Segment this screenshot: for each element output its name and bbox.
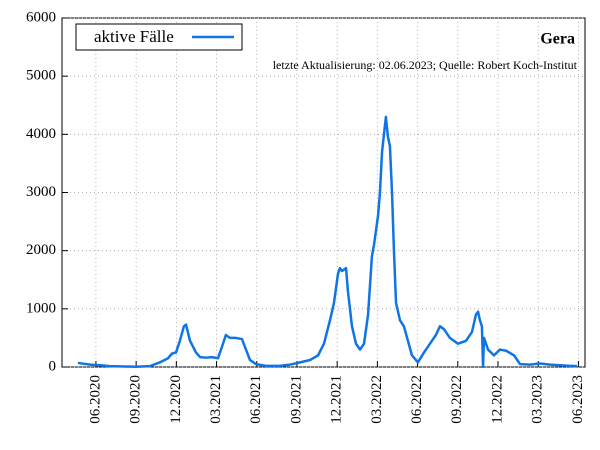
x-tick-label: 06.2020	[87, 375, 103, 424]
y-tick-label: 4000	[26, 126, 56, 142]
y-tick-label: 5000	[26, 68, 56, 84]
x-tick-label: 06.2021	[248, 375, 264, 424]
y-tick-label: 6000	[26, 9, 56, 25]
y-tick-label: 3000	[26, 184, 56, 200]
x-tick-label: 06.2023	[570, 375, 586, 424]
x-tick-label: 12.2021	[329, 375, 345, 424]
y-tick-label: 1000	[26, 300, 56, 316]
x-tick-label: 06.2022	[409, 375, 425, 424]
y-tick-label: 0	[49, 358, 57, 374]
legend-label: aktive Fälle	[94, 27, 174, 46]
x-tick-label: 09.2020	[128, 375, 144, 424]
chart-title: Gera	[540, 31, 575, 48]
x-tick-label: 12.2020	[168, 375, 184, 424]
x-tick-label: 09.2021	[288, 375, 304, 424]
x-tick-label: 09.2022	[449, 375, 465, 424]
y-tick-label: 2000	[26, 242, 56, 258]
chart-subtitle: letzte Aktualisierung: 02.06.2023; Quell…	[273, 58, 578, 72]
x-tick-label: 12.2022	[489, 375, 505, 424]
data-line	[77, 115, 578, 369]
x-tick-label: 03.2021	[208, 375, 224, 424]
x-tick-label: 03.2023	[530, 375, 546, 424]
x-tick-label: 03.2022	[369, 375, 385, 424]
